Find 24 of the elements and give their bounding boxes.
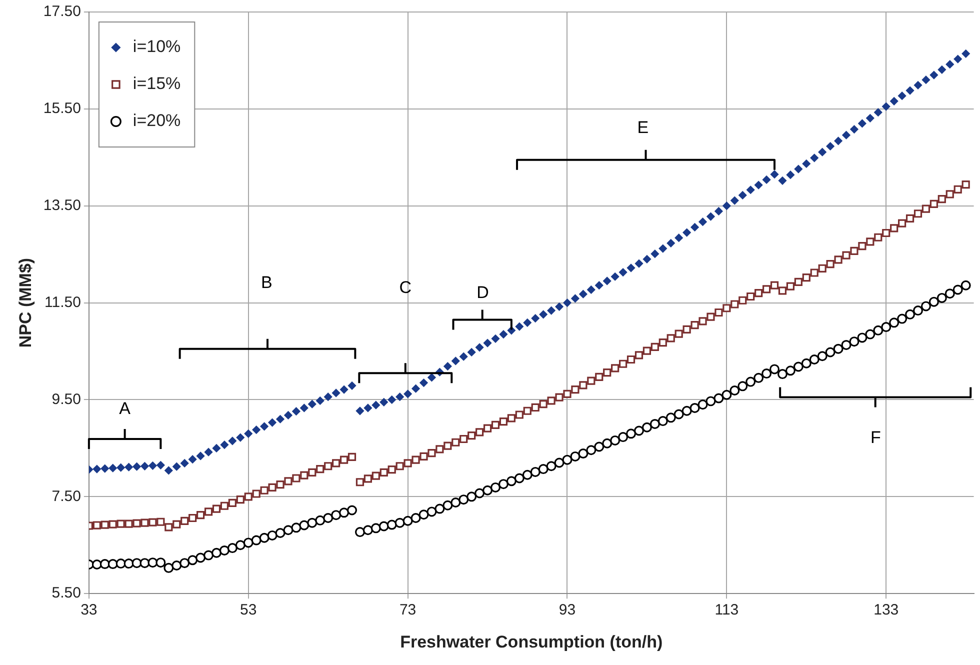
x-tick-label: 113 <box>714 602 739 619</box>
annotation: D <box>476 282 489 302</box>
y-tick-label: 5.50 <box>52 584 81 602</box>
x-tick-label: 33 <box>80 602 98 619</box>
x-axis-title: Freshwater Consumption (ton/h) <box>400 632 663 652</box>
x-tick-label: 133 <box>874 602 899 619</box>
x-tick-label: 53 <box>240 602 257 619</box>
y-tick-label: 13.50 <box>43 197 81 214</box>
y-tick-label: 15.50 <box>43 100 81 118</box>
x-tick-label: 93 <box>558 602 576 619</box>
y-axis-title: NPC (MM$) <box>16 258 35 348</box>
legend-label: i=20% <box>132 111 181 130</box>
annotation: A <box>119 399 132 418</box>
x-tick-label: 73 <box>399 602 416 619</box>
y-tick-label: 7.50 <box>52 488 81 505</box>
y-tick-label: 11.50 <box>44 294 81 311</box>
annotation: B <box>261 273 272 292</box>
y-tick-label: 17.50 <box>43 3 81 20</box>
legend-label: i=10% <box>132 37 181 56</box>
legend-label: i=15% <box>132 74 181 94</box>
annotation: E <box>637 118 649 138</box>
annotation: F <box>870 428 881 448</box>
y-tick-label: 9.50 <box>52 390 81 408</box>
annotation: C <box>399 278 412 297</box>
